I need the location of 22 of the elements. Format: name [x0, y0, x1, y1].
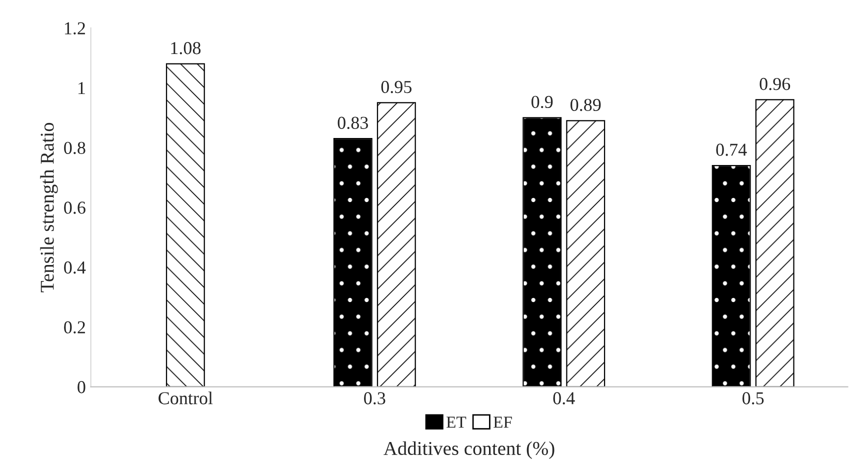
y-axis-title: Tensile strength Ratio	[40, 122, 58, 292]
x-tick-label: 0.5	[742, 392, 764, 404]
data-label: 0.74	[716, 144, 747, 156]
x-tick-label: 0.4	[553, 392, 575, 404]
x-tick-label: 0.3	[364, 392, 386, 404]
y-tick-label: 0.4	[64, 261, 86, 274]
y-tick-label: 1.2	[64, 22, 85, 34]
data-label: 0.83	[338, 116, 368, 130]
y-tick-label: 0.8	[64, 142, 86, 154]
data-label: 1.08	[171, 42, 201, 54]
data-label: 0.95	[381, 80, 412, 94]
data-label: 0.96	[760, 78, 790, 90]
data-label: 0.9	[532, 96, 553, 108]
y-tick-label: 0	[78, 381, 86, 394]
x-tick-label: Control	[158, 392, 213, 404]
y-tick-label: 1	[78, 82, 85, 94]
data-label: 0.89	[570, 98, 601, 112]
legend-label: EF	[494, 416, 512, 428]
legend-label: ET	[446, 416, 466, 428]
y-tick-label: 0.6	[64, 202, 86, 214]
x-axis-title: Additives content (%)	[384, 441, 554, 459]
y-tick-label: 0.2	[64, 321, 85, 334]
